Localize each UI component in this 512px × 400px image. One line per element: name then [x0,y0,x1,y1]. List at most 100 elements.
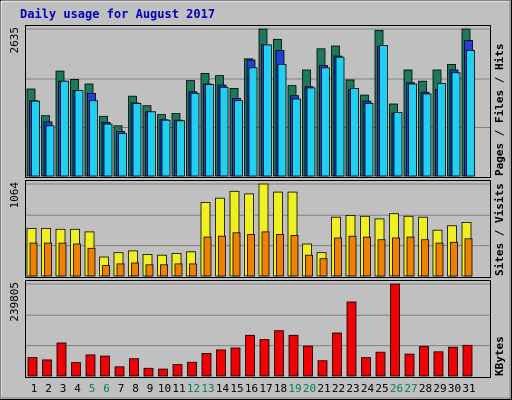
day-label-16: 16 [245,382,258,395]
legend-kbytes: KBytes [493,336,506,376]
pages-bar [74,90,84,177]
kbytes-bar [288,334,299,377]
pages-bar [379,45,388,177]
pages-bar [277,64,287,177]
day-label-26: 26 [390,382,403,395]
kbytes-bar [317,360,328,377]
kbytes-bar [390,283,400,377]
sites-bar [377,239,386,277]
pages-bar [205,84,214,177]
pages-bar [132,103,142,177]
day-label-18: 18 [274,382,287,395]
kbytes-bar [245,334,255,377]
kbytes-bar [404,353,415,377]
pages-bar [31,100,40,177]
panel-middle-max-label: 1064 [8,182,21,209]
kbytes-bar [259,339,270,377]
sites-bar [218,235,226,277]
sites-bar [102,265,110,277]
legend-hits: Hits [493,44,506,71]
panel-middle-side-label: Sites / Visits [493,183,506,276]
day-label-15: 15 [230,382,243,395]
day-label-13: 13 [201,382,214,395]
sites-bar [464,238,473,277]
kbytes-bar [143,367,154,377]
pages-bar [45,125,55,177]
pages-bar [451,72,461,177]
sites-bar [29,242,38,277]
kbytes-bar [230,347,241,377]
panel-bottom-max-label: 239805 [8,282,21,322]
kbytes-bar [462,344,473,377]
sites-bar [290,234,299,277]
legend-pages: Pages [493,143,506,176]
sites-bar [348,235,357,277]
day-label-14: 14 [216,382,230,395]
day-label-22: 22 [332,382,345,395]
panel-top-frame [25,25,491,178]
day-label-24: 24 [361,382,375,395]
pages-bar [466,50,475,177]
pages-bar [190,93,200,177]
sites-bar [247,234,255,277]
legend-visits: Visits [493,183,506,223]
sites-bar [44,242,52,277]
sites-bar [116,263,125,277]
sites-bar [174,263,183,277]
kbytes-bar [433,351,444,377]
day-label-1: 1 [31,382,38,395]
panel-bottom-frame [25,280,491,378]
pages-bar [161,119,171,177]
kbytes-bar [114,366,125,377]
kbytes-bar [187,361,197,377]
sites-bar [131,262,139,277]
day-label-8: 8 [132,382,139,395]
pages-bar [408,83,417,177]
legend-files: Files [493,90,506,123]
kbytes-bar [158,368,168,377]
kbytes-bar [42,359,52,377]
pages-bar [60,80,69,177]
pages-bar [335,56,345,177]
kbytes-bar [172,364,183,377]
pages-bar [437,83,446,177]
sites-bar [189,263,197,277]
pages-bar [89,100,98,177]
pages-bar [147,111,156,177]
day-label-20: 20 [303,382,316,395]
pages-bar [364,103,374,177]
sites-bar [232,232,241,277]
kbytes-bar [71,362,81,377]
sites-bar [73,243,81,277]
day-label-9: 9 [147,382,154,395]
kbytes-bar [303,345,313,377]
sites-bar [421,239,429,277]
legend-separator: / [493,223,506,243]
pages-bar [118,133,127,177]
kbytes-bar [85,354,96,377]
day-label-4: 4 [74,382,81,395]
legend-separator: / [493,123,506,143]
day-label-7: 7 [118,382,125,395]
sites-bar [334,237,342,277]
day-label-27: 27 [404,382,417,395]
x-axis-day-labels: 1 2 3 4 5 6 7 8 9 10 11 12 13 14 15 16 17 18 19 20 21 22 23 24 2… [31,382,476,395]
sites-bar [406,236,415,277]
sites-bar [145,264,154,277]
kbytes-bar [361,357,371,377]
sites-bar [276,234,284,277]
kbytes-bar [216,349,226,377]
sites-bar [87,247,96,277]
panel-middle-frame [25,180,491,278]
kbytes-bar [419,346,429,377]
panel-top-max-label: 2635 [8,27,21,54]
day-label-30: 30 [448,382,461,395]
chart-marks [26,28,490,377]
day-label-23: 23 [346,382,359,395]
day-label-28: 28 [419,382,432,395]
kbytes-bar [100,355,110,377]
pages-bar [422,93,432,177]
kbytes-bar [27,357,38,377]
legend-separator: / [493,70,506,90]
